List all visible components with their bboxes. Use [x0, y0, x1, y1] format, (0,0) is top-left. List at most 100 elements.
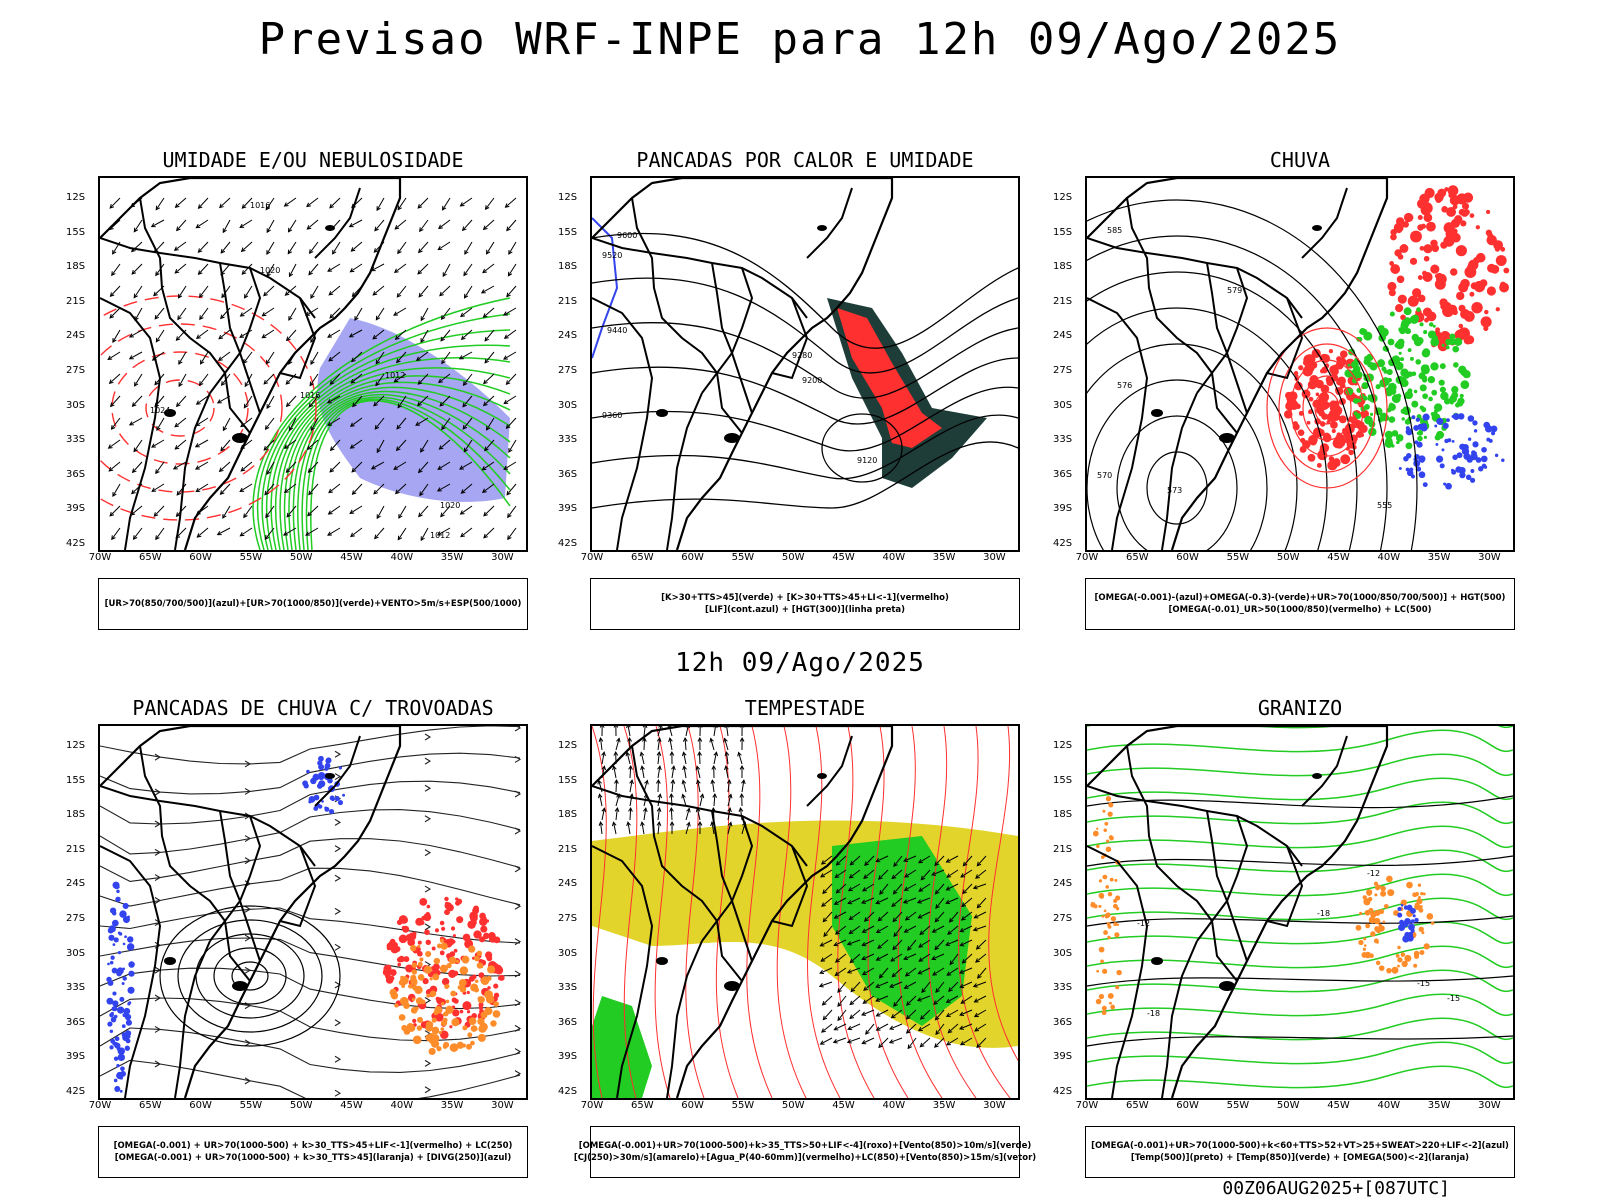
wind-arrowhead	[907, 1044, 913, 1050]
wind-arrowhead	[508, 448, 513, 453]
legend-line: [CJ(250)>30m/s](amarelo)+[Agua_P(40-60mm…	[573, 1153, 1037, 1163]
rain-green	[1363, 331, 1373, 341]
wind-arrowhead	[176, 226, 181, 232]
rain-blue	[1444, 438, 1449, 444]
hail-blue	[1410, 928, 1415, 933]
storms-red	[439, 920, 445, 926]
contour-label: 1012	[430, 531, 450, 540]
rain-red	[1334, 460, 1341, 467]
storms-red	[493, 936, 501, 944]
wind-arrowhead	[393, 311, 399, 316]
wind-arrowhead	[178, 382, 183, 388]
wind-arrowhead	[506, 226, 511, 232]
wind-vector	[727, 822, 732, 835]
wind-arrowhead	[482, 313, 488, 318]
wind-vector	[862, 995, 875, 1004]
legend-chuva: [OMEGA(-0.001)-(azul)+OMEGA(-0.3)-(verde…	[1085, 578, 1515, 630]
country-border	[224, 372, 251, 434]
wind-vector	[906, 1023, 917, 1034]
omega-orange	[1098, 993, 1105, 1000]
wind-arrowhead	[644, 779, 649, 785]
wind-arrowhead	[309, 381, 314, 387]
wind-arrowhead	[310, 360, 315, 366]
wind-arrowhead	[975, 945, 981, 950]
wind-arrowhead	[932, 971, 938, 976]
wind-vector	[350, 439, 363, 449]
storms-red	[444, 901, 449, 906]
wind-arrowhead	[629, 779, 634, 785]
wind-vector	[483, 505, 495, 517]
rain-blue	[1459, 471, 1466, 479]
lat-tick-label: 33S	[558, 434, 578, 446]
lat-tick-label: 39S	[66, 1051, 86, 1063]
rain-red	[1486, 286, 1497, 296]
country-border	[1161, 940, 1198, 1098]
rain-green	[1363, 358, 1371, 366]
storms-red	[398, 934, 408, 944]
wind-arrowhead	[439, 401, 445, 407]
omega-orange	[1113, 922, 1118, 927]
country-border	[1196, 267, 1249, 394]
wind-vector	[946, 883, 959, 891]
storms-red	[466, 1010, 471, 1014]
divergence-blue	[117, 951, 122, 955]
stream-arrow	[334, 773, 342, 781]
divergence-blue	[328, 808, 335, 815]
wind-vector	[327, 329, 341, 338]
rain-red	[1348, 449, 1354, 456]
wind-arrowhead	[244, 382, 249, 388]
lat-tick-label: 15S	[1053, 774, 1073, 786]
rain-red	[1480, 316, 1492, 328]
rain-red	[1390, 228, 1397, 236]
map-chuva: 585 579 576 570 573 555	[1085, 176, 1515, 552]
wind-vector	[837, 1009, 847, 1021]
rain-blue	[1419, 457, 1425, 463]
divergence-blue	[115, 896, 121, 903]
wind-arrowhead	[601, 807, 607, 813]
wind-arrowhead	[973, 1012, 979, 1018]
wind-arrowhead	[373, 489, 378, 495]
wind-vector	[657, 808, 660, 821]
rain-red	[1395, 304, 1404, 313]
storms-orange	[411, 962, 418, 968]
storms-orange	[445, 999, 450, 1004]
wind-arrowhead	[351, 467, 357, 473]
wind-vector	[641, 822, 645, 835]
lat-tick-label: 18S	[1053, 261, 1073, 273]
wind-vector	[155, 197, 165, 210]
rain-red	[1435, 196, 1442, 203]
wind-arrowhead	[834, 930, 840, 935]
rain-blue	[1405, 428, 1413, 436]
wind-arrowhead	[373, 248, 379, 253]
wind-vector	[241, 241, 253, 252]
wind-vector	[393, 461, 407, 470]
country-border	[174, 940, 211, 1098]
contour-label: 573	[1167, 486, 1182, 495]
lon-tick-label: 70W	[580, 552, 604, 563]
lat-tick-label: 12S	[66, 192, 86, 203]
wind-vector	[263, 439, 275, 451]
omega-orange	[1419, 949, 1425, 955]
wind-vector	[349, 329, 363, 338]
rain-red	[1503, 267, 1510, 274]
lat-tick-label: 21S	[66, 295, 86, 307]
wind-arrowhead	[902, 899, 908, 904]
rain-red	[1339, 350, 1348, 359]
wind-arrowhead	[862, 999, 868, 1004]
lc850-streamline	[685, 726, 705, 1098]
rain-red	[1458, 323, 1464, 329]
wind-arrowhead	[846, 969, 852, 974]
wind-vector	[376, 505, 385, 519]
country-border	[806, 735, 853, 807]
lake	[817, 773, 827, 779]
wind-arrowhead	[349, 422, 355, 427]
country-border	[716, 372, 743, 434]
storms-red	[481, 916, 487, 922]
contour-label: 9280	[792, 351, 812, 360]
wind-arrowhead	[266, 470, 271, 476]
rain-red	[1389, 261, 1395, 266]
wind-arrowhead	[263, 291, 268, 297]
omega-orange	[1100, 959, 1104, 964]
wind-vector	[975, 953, 987, 963]
rain-red	[1328, 456, 1335, 462]
